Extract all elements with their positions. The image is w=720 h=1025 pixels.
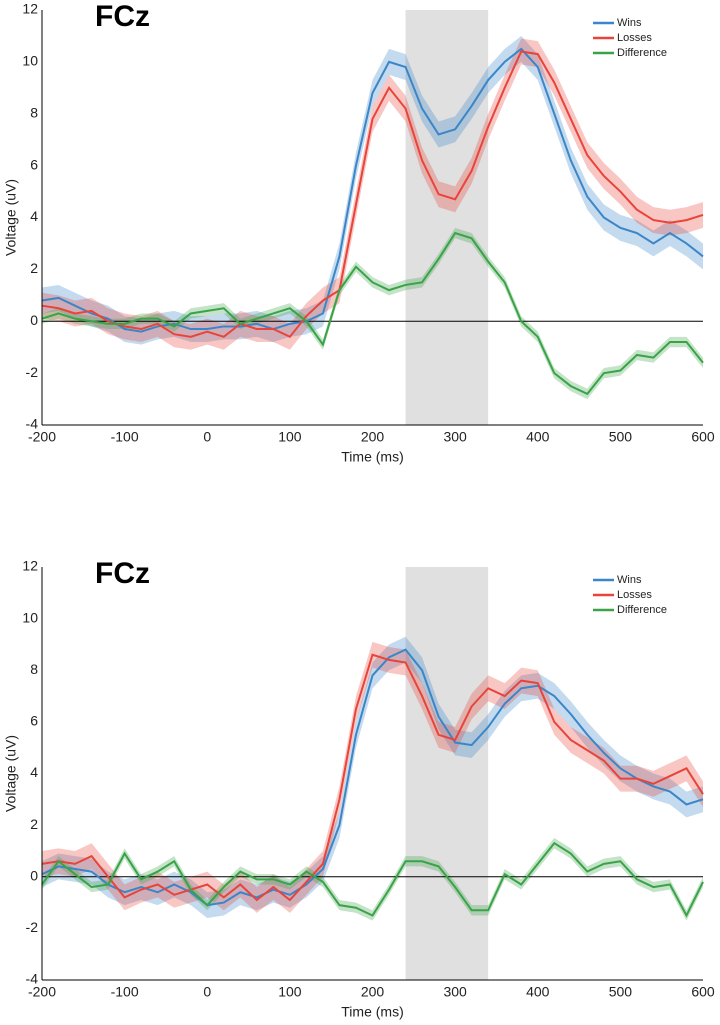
x-tick-label: 200 bbox=[361, 429, 385, 445]
y-tick-label: 12 bbox=[22, 1, 38, 17]
x-tick-label: -200 bbox=[28, 984, 56, 1000]
panel: -4 -2 0 2 4 6 8 10 12 -200 -100 0 100 200 300 400 500 600… bbox=[3, 557, 715, 1020]
x-tick-label: 400 bbox=[526, 429, 550, 445]
x-axis-label: Time (ms) bbox=[341, 1004, 403, 1020]
panel: -4 -2 0 2 4 6 8 10 12 -200 -100 0 100 200 300 400 500 600… bbox=[3, 0, 715, 465]
x-tick-label: 600 bbox=[691, 984, 715, 1000]
x-axis-label: Time (ms) bbox=[341, 449, 403, 465]
x-tick-label: 300 bbox=[443, 984, 467, 1000]
chart-title: FCz bbox=[95, 0, 150, 33]
x-tick-label: 100 bbox=[278, 429, 302, 445]
series-line bbox=[41, 648, 704, 907]
y-tick-label: 4 bbox=[30, 208, 38, 224]
y-tick-label: 0 bbox=[30, 312, 38, 328]
x-tick-label: 200 bbox=[361, 984, 385, 1000]
y-tick-label: 6 bbox=[30, 156, 38, 172]
y-tick-label: 0 bbox=[30, 867, 38, 883]
x-tick-label: 300 bbox=[443, 429, 467, 445]
y-tick-label: 8 bbox=[30, 661, 38, 677]
legend-label: Difference bbox=[617, 47, 667, 59]
series-line bbox=[41, 47, 704, 333]
highlight-window bbox=[405, 10, 489, 425]
y-tick-label: 6 bbox=[30, 713, 38, 729]
x-tick-label: 0 bbox=[203, 984, 211, 1000]
legend-label: Losses bbox=[617, 32, 652, 44]
legend-label: Losses bbox=[617, 589, 652, 601]
y-tick-label: -4 bbox=[26, 971, 39, 987]
series-line bbox=[41, 653, 704, 902]
y-tick-label: -2 bbox=[26, 364, 39, 380]
x-tick-label: -100 bbox=[111, 429, 139, 445]
x-tick-label: 500 bbox=[609, 984, 633, 1000]
series-line bbox=[41, 231, 704, 396]
error-band bbox=[42, 838, 703, 921]
error-band bbox=[42, 35, 703, 345]
series-line bbox=[41, 50, 704, 339]
x-tick-label: -200 bbox=[28, 429, 56, 445]
chart-title: FCz bbox=[95, 557, 150, 590]
y-tick-label: 2 bbox=[30, 260, 38, 276]
y-tick-label: 12 bbox=[22, 558, 38, 574]
legend-label: Wins bbox=[617, 574, 642, 586]
y-axis-label: Voltage (uV) bbox=[3, 179, 19, 256]
y-tick-label: 10 bbox=[22, 53, 38, 69]
y-tick-label: 2 bbox=[30, 816, 38, 832]
x-tick-label: 400 bbox=[526, 984, 550, 1000]
x-tick-label: 100 bbox=[278, 984, 302, 1000]
x-tick-label: -100 bbox=[111, 984, 139, 1000]
y-tick-label: -4 bbox=[26, 416, 39, 432]
x-tick-label: 0 bbox=[203, 429, 211, 445]
y-tick-label: 4 bbox=[30, 764, 38, 780]
y-axis-label: Voltage (uV) bbox=[3, 735, 19, 812]
x-tick-label: 600 bbox=[691, 429, 715, 445]
legend-label: Wins bbox=[617, 17, 642, 29]
highlight-window bbox=[405, 567, 489, 980]
y-tick-label: -2 bbox=[26, 919, 39, 935]
error-band bbox=[42, 636, 703, 919]
y-tick-label: 10 bbox=[22, 609, 38, 625]
y-tick-label: 8 bbox=[30, 104, 38, 120]
error-band bbox=[42, 641, 703, 913]
x-tick-label: 500 bbox=[609, 429, 633, 445]
legend-label: Difference bbox=[617, 604, 667, 616]
series-line bbox=[41, 841, 704, 918]
